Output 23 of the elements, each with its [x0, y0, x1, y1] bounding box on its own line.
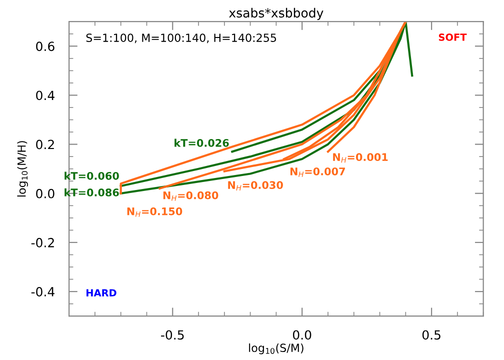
x-tick-label: -0.5	[161, 330, 184, 340]
x-axis-title: log$_{10}$(S/M)	[249, 343, 304, 354]
y-tick-label: 0.4	[36, 90, 54, 100]
series-label: N$_{H}$=0.001	[333, 153, 388, 163]
series-label: N$_{H}$=0.150	[127, 207, 182, 217]
series-label: N$_{H}$=0.080	[163, 191, 218, 201]
chart-title: xsabs*xsbbody	[229, 8, 324, 20]
y-axis-title: log$_{10}$(M/H)	[17, 141, 28, 197]
x-tick-label: 0.0	[292, 330, 312, 340]
series-label: kT=0.086	[64, 188, 119, 196]
annotation: HARD	[86, 289, 116, 296]
x-tick-label: 0.5	[422, 330, 440, 340]
y-tick-label: 0.6	[36, 42, 54, 52]
series-label: N$_{H}$=0.007	[290, 167, 345, 177]
series-label: kT=0.026	[174, 138, 229, 147]
y-tick-label: -0.2	[31, 238, 54, 248]
series-label: kT=0.060	[64, 172, 119, 180]
annotation: SOFT	[438, 34, 467, 41]
series-label: N$_{H}$=0.030	[228, 181, 283, 191]
y-tick-label: 0.0	[36, 188, 54, 198]
annotation: S=1:100, M=100:140, H=140:255	[86, 34, 276, 44]
y-tick-label: -0.4	[31, 287, 54, 296]
y-tick-label: 0.2	[36, 140, 54, 150]
